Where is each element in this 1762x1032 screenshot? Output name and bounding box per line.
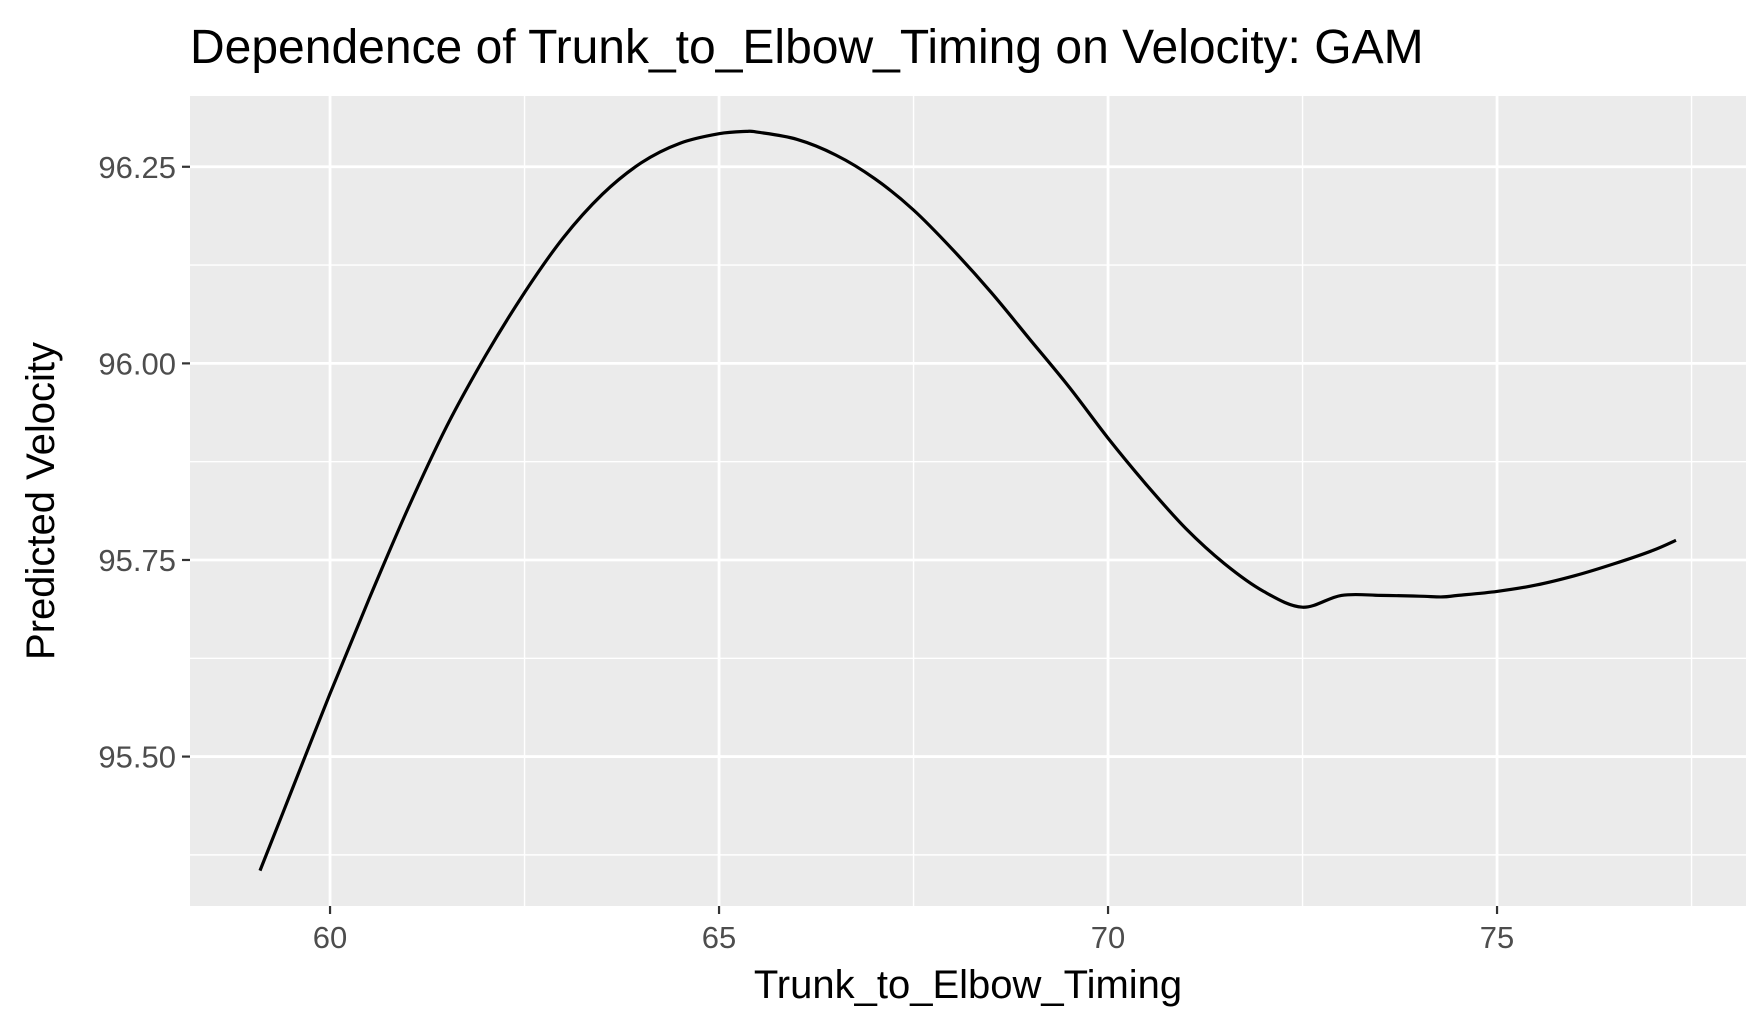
x-tick-label: 70 bbox=[1091, 920, 1125, 955]
x-tick-label: 60 bbox=[313, 920, 347, 955]
x-tick-label: 75 bbox=[1480, 920, 1514, 955]
x-tick-label: 65 bbox=[702, 920, 736, 955]
y-tick-label: 95.50 bbox=[98, 740, 176, 775]
chart-title: Dependence of Trunk_to_Elbow_Timing on V… bbox=[190, 21, 1424, 74]
series-line bbox=[258, 129, 1677, 872]
grid-major bbox=[190, 96, 1746, 906]
y-tick-label: 96.25 bbox=[98, 150, 176, 185]
x-axis-title: Trunk_to_Elbow_Timing bbox=[754, 963, 1182, 1007]
x-axis: 60 65 70 75 bbox=[313, 906, 1514, 955]
y-axis-title: Predicted Velocity bbox=[19, 342, 63, 660]
y-tick-label: 95.75 bbox=[98, 543, 176, 578]
y-tick-label: 96.00 bbox=[98, 346, 176, 381]
plot-panel bbox=[190, 96, 1746, 906]
y-axis: 95.50 95.75 96.00 96.25 bbox=[98, 150, 190, 775]
grid-minor bbox=[190, 96, 1746, 906]
